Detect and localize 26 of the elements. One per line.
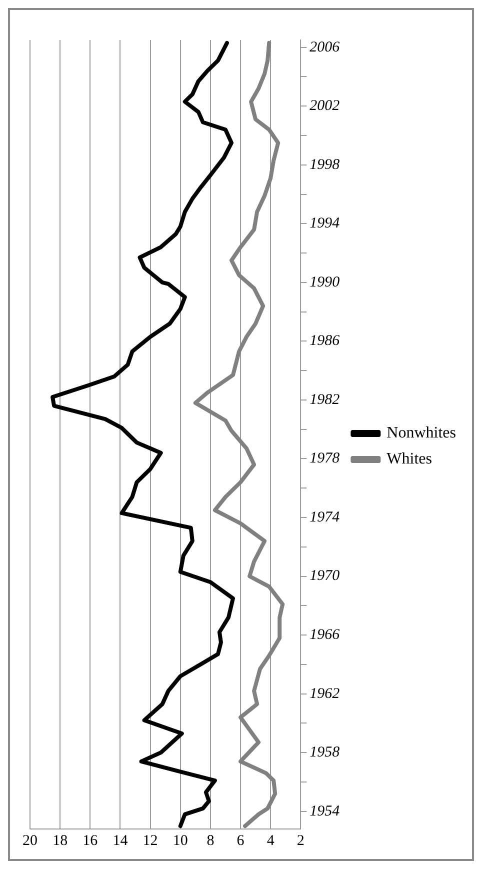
x-tick-label: 2: [296, 832, 304, 849]
y-tick-label: 1974: [310, 509, 340, 526]
y-tick-label: 1982: [310, 392, 340, 408]
y-tick-label: 2002: [310, 98, 340, 114]
x-tick-label: 20: [22, 832, 38, 849]
legend-label: Whites: [386, 450, 432, 468]
x-tick-label: 6: [236, 832, 245, 849]
y-tick-label: 1986: [310, 333, 340, 350]
x-tick-label: 10: [172, 832, 188, 849]
x-tick-label: 8: [206, 832, 214, 849]
y-tick-label: 1970: [310, 568, 340, 584]
y-tick-label: 1962: [310, 686, 340, 702]
x-tick-label: 12: [142, 832, 158, 849]
x-tick-label: 18: [52, 832, 68, 849]
legend-label: Nonwhites: [386, 424, 456, 442]
x-tick-label: 14: [112, 832, 128, 849]
y-tick-label: 1954: [310, 803, 340, 820]
y-tick-label: 2006: [310, 39, 340, 56]
y-tick-label: 1990: [310, 274, 340, 290]
y-tick-label: 1998: [310, 156, 340, 173]
y-tick-label: 1958: [310, 744, 340, 761]
x-tick-label: 4: [266, 832, 275, 849]
x-tick-label: 16: [82, 832, 98, 849]
y-tick-label: 1978: [310, 450, 340, 467]
y-tick-label: 1994: [310, 216, 340, 232]
y-tick-label: 1966: [310, 626, 340, 643]
